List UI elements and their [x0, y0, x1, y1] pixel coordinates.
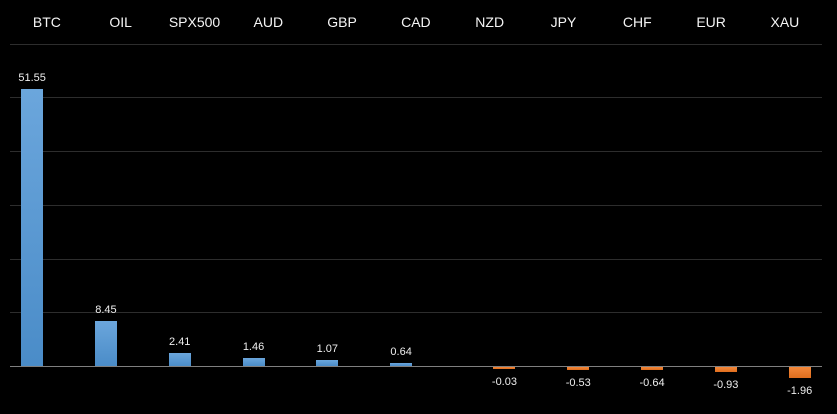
- category-label-chf: CHF: [622, 14, 652, 30]
- gridline-50: [10, 97, 822, 98]
- zero-axis-line: [10, 366, 822, 367]
- category-label-nzd: NZD: [475, 14, 505, 30]
- gridline-20: [10, 259, 822, 260]
- value-label-oil: 8.45: [95, 303, 117, 316]
- bar-jpy: [567, 367, 590, 370]
- category-label-jpy: JPY: [550, 14, 577, 30]
- bar-gbp: [316, 360, 339, 366]
- bar-eur: [714, 367, 737, 372]
- bar-spx500: [168, 353, 191, 366]
- category-label-xau: XAU: [770, 14, 800, 30]
- value-label-spx500: 2.41: [169, 336, 191, 349]
- bar-nzd: [493, 367, 516, 369]
- value-label-aud: 1.46: [242, 341, 265, 354]
- value-label-xau: -1.96: [787, 384, 813, 397]
- gridline-30: [10, 205, 822, 206]
- bar-cad: [390, 362, 413, 366]
- value-label-btc: 51.55: [18, 72, 46, 85]
- bar-xau: [788, 367, 811, 378]
- value-label-eur: -0.93: [713, 378, 739, 391]
- bar-aud: [242, 358, 265, 366]
- bar-btc: [21, 89, 44, 366]
- category-label-btc: BTC: [32, 14, 61, 30]
- value-label-chf: -0.64: [639, 377, 665, 390]
- category-label-cad: CAD: [401, 14, 431, 30]
- category-label-eur: EUR: [696, 14, 726, 30]
- gridline-60: [10, 44, 822, 45]
- bar-oil: [94, 320, 117, 366]
- value-label-cad: 0.64: [390, 345, 412, 358]
- value-label-nzd: -0.03: [491, 376, 517, 388]
- category-label-spx500: SPX500: [168, 14, 221, 30]
- category-label-oil: OIL: [109, 14, 132, 30]
- gridline-10: [10, 312, 822, 313]
- category-label-aud: AUD: [253, 14, 284, 30]
- value-label-jpy: -0.53: [565, 376, 591, 389]
- bar-chf: [641, 367, 664, 371]
- category-label-gbp: GBP: [327, 14, 357, 30]
- gridline-40: [10, 151, 822, 152]
- value-label-gbp: 1.07: [316, 343, 339, 356]
